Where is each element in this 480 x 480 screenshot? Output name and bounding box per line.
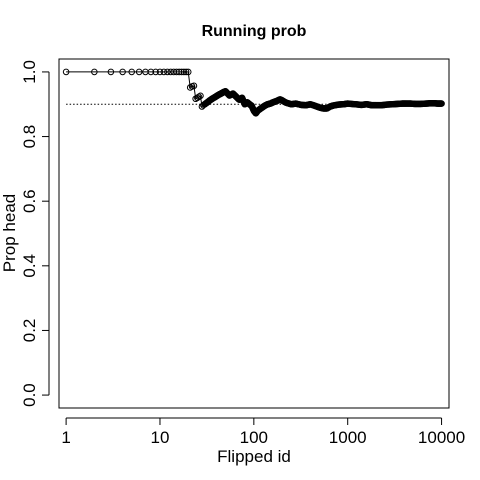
data-point (128, 68, 136, 76)
data-point-interp (437, 100, 445, 107)
data-point (135, 68, 143, 76)
plot-frame (58, 58, 450, 409)
data-point (164, 68, 171, 76)
y-tick-label: 0.4 (20, 254, 39, 278)
data-point (180, 68, 188, 76)
x-tick-label: 10 (151, 428, 170, 447)
data-point (190, 82, 198, 90)
data-points (62, 68, 445, 117)
data-point (182, 68, 190, 76)
x-tick-label: 100 (240, 428, 268, 447)
x-axis-label: Flipped id (217, 447, 291, 466)
chart-title: Running prob (202, 23, 307, 40)
x-axis-ticks: 1 10 100 1000 10000 (61, 418, 465, 447)
data-point (156, 68, 164, 76)
y-tick-label: 0.6 (20, 189, 39, 213)
data-point (107, 68, 115, 76)
data-point (147, 68, 155, 76)
data-point (184, 68, 192, 76)
y-axis-label: Prop head (0, 194, 19, 272)
data-point (152, 68, 159, 76)
y-tick-label: 0.0 (20, 383, 39, 407)
y-axis-ticks: 0.0 0.2 0.4 0.6 0.8 1.0 (20, 60, 49, 407)
data-point (160, 68, 168, 76)
y-tick-label: 0.8 (20, 125, 39, 149)
x-tick-label: 1 (61, 428, 70, 447)
x-tick-label: 10000 (418, 428, 465, 447)
data-point (197, 92, 204, 100)
y-tick-label: 1.0 (20, 60, 39, 84)
y-tick-label: 0.2 (20, 319, 39, 343)
data-point (178, 68, 185, 76)
x-tick-label: 1000 (329, 428, 367, 447)
data-point (62, 68, 70, 76)
data-point (175, 68, 183, 76)
data-point (195, 93, 203, 101)
data-point (119, 68, 126, 76)
data-point (91, 68, 98, 76)
